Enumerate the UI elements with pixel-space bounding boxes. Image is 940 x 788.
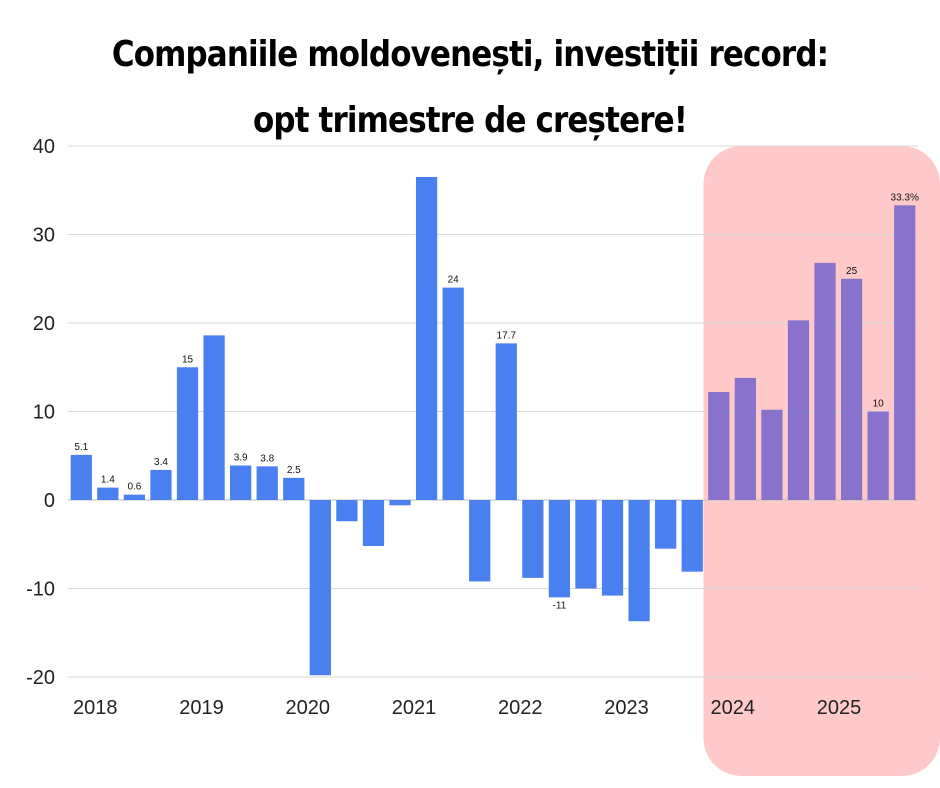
bar [787,320,810,500]
bar [628,500,650,622]
bar [442,287,464,500]
y-tick-label: -10 [26,579,55,601]
bar [522,500,544,578]
bar [203,335,225,500]
x-tick-label: 2023 [604,697,649,719]
data-label: 3.8 [260,453,274,464]
x-tick-label: 2025 [817,697,862,719]
bar [389,500,411,506]
bar [123,494,146,500]
y-tick-label: 20 [33,313,55,335]
data-label: 2.5 [287,465,301,476]
y-tick-label: 0 [44,490,55,512]
bar [469,500,491,582]
bar [230,465,252,500]
bar [734,377,756,500]
data-label: 5.1 [74,442,88,453]
y-tick-label: 40 [33,136,55,158]
bar [575,500,597,589]
data-label: 24 [448,275,460,286]
bar [681,500,703,572]
bar [655,500,677,549]
bar [283,477,305,500]
bar [548,500,571,598]
bar [415,176,438,500]
bar [150,469,172,500]
data-label: 17.7 [497,330,517,341]
x-tick-label: 2021 [392,697,437,719]
data-label: 10 [873,399,885,410]
y-axis: 40 30 20 10 0 -10 -20 [26,136,55,689]
x-tick-label: 2019 [179,697,224,719]
bars [70,176,916,676]
x-tick-label: 2020 [286,697,331,719]
x-tick-label: 2024 [711,697,756,719]
bar [256,466,278,500]
x-axis: 2018 2019 2020 2021 2022 2023 2024 2025 [73,697,861,719]
bar [97,487,119,500]
bar [867,411,889,500]
data-label: 15 [182,354,194,365]
y-tick-label: 10 [33,402,55,424]
data-label: 25 [846,266,858,277]
data-labels: 5.1 1.4 0.6 3.4 15 3.9 3.8 2.5 24 17.7 -11 25 10 33.3… [74,192,919,611]
x-tick-label: 2022 [498,697,543,719]
data-label: 3.9 [234,452,248,463]
bar [495,343,517,500]
bar [761,409,783,500]
y-tick-label: 30 [33,225,55,247]
bar [176,367,199,500]
bar [601,500,624,596]
chart-title-line-2: opt trimestre de creștere! [252,100,688,141]
y-tick-label: -20 [26,667,55,689]
data-label: 0.6 [127,482,141,493]
chart-title-line-1: Companiile moldovenești, investiții reco… [111,34,829,75]
bar [814,262,836,500]
bar [336,500,358,522]
bar [840,278,863,500]
data-label: 1.4 [101,475,115,486]
x-tick-label: 2018 [73,697,118,719]
bar [309,500,331,676]
bar [70,454,92,500]
bar [894,205,916,501]
bar [362,500,385,547]
data-label: -11 [553,600,567,611]
data-label: 3.4 [154,457,168,468]
data-label: 33.3% [891,192,919,203]
bar [708,392,730,500]
